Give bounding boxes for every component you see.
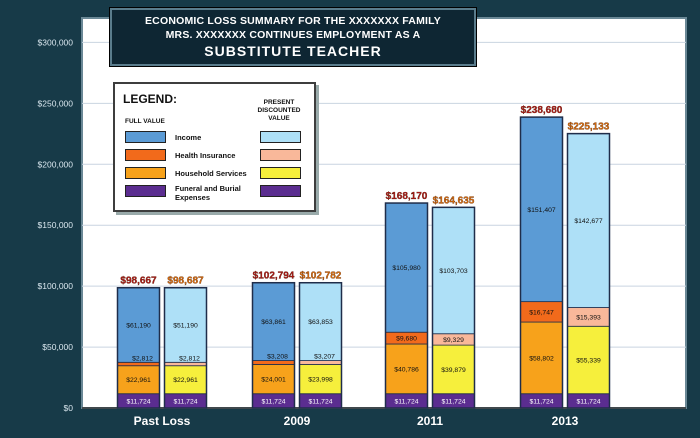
bar-segment-household-pv [164,365,207,395]
data-label-funeral: $11,724 [529,398,553,405]
data-label-total-full: $238,680 [521,105,563,116]
data-label-income: $51,190 [173,323,198,330]
data-label-total-full: $102,794 [253,271,295,282]
x-tick-label: 2013 [552,414,579,428]
data-label-income: $103,703 [439,268,468,275]
data-label-funeral: $11,724 [173,398,197,405]
legend-label: Funeral and Burial Expenses [175,184,241,202]
legend-swatch-pv [260,167,301,179]
data-label-income: $61,190 [126,323,151,330]
legend-swatch-full [125,131,166,143]
bar-segment-health-pv [299,360,342,365]
data-label-household: $55,339 [576,357,601,364]
title-line-2: MRS. XXXXXXX CONTINUES EMPLOYMENT AS A [165,29,421,41]
legend: LEGEND: FULL VALUE PRESENT DISCOUNTED VA… [113,82,316,212]
data-label-total-pv: $164,635 [433,195,475,206]
title-line-3: SUBSTITUTE TEACHER [204,43,382,59]
data-label-funeral: $11,724 [441,398,465,405]
data-label-health: $2,812 [179,355,200,362]
legend-label: Health Insurance [175,151,236,160]
bar-segment-income-full [385,202,428,333]
bar-segment-health-full [117,361,160,367]
data-label-health: $9,329 [443,337,464,344]
data-label-household: $58,802 [529,355,554,362]
legend-swatch-pv [260,149,301,161]
data-label-household: $22,961 [173,377,198,384]
data-label-household: $39,879 [441,367,466,374]
x-tick-label: 2011 [417,414,443,428]
bar-outline-full [519,116,564,409]
data-label-funeral: $11,724 [576,398,600,405]
y-tick-label: $150,000 [38,220,74,230]
legend-swatch-pv [260,131,301,143]
data-label-health: $2,812 [132,355,153,362]
data-label-household: $40,786 [394,366,419,373]
y-tick-label: $0 [64,403,74,413]
data-label-household: $23,998 [308,377,333,384]
data-label-health: $15,393 [576,314,601,321]
bar-outline-pv [163,286,208,409]
chart-title: ECONOMIC LOSS SUMMARY FOR THE XXXXXXX FA… [110,8,476,66]
data-label-funeral: $11,724 [394,398,418,405]
data-label-funeral: $11,724 [308,398,332,405]
x-tick-label: 2009 [284,414,311,428]
title-line-1: ECONOMIC LOSS SUMMARY FOR THE XXXXXXX FA… [144,15,442,27]
data-label-funeral: $11,724 [126,398,150,405]
y-tick-label: $200,000 [38,159,74,169]
data-label-total-pv: $98,687 [167,276,204,287]
y-tick-label: $250,000 [38,98,74,108]
legend-full-value-header: FULL VALUE [125,118,165,125]
data-label-income: $105,980 [392,265,421,272]
y-tick-label: $50,000 [42,342,73,352]
y-tick-label: $100,000 [38,281,74,291]
data-label-total-pv: $225,133 [568,122,610,133]
data-label-health: $16,747 [529,309,554,316]
bar-segment-household-full [385,343,428,395]
bar-segment-income-full [520,116,563,303]
bar-outline-full [384,202,429,409]
bar-segment-income-pv [567,133,610,308]
bar-segment-household-full [520,321,563,395]
x-tick-label: Past Loss [134,414,191,428]
data-label-income: $63,853 [308,319,333,326]
legend-swatch-full [125,149,166,161]
y-tick-label: $300,000 [38,37,74,47]
data-label-total-full: $98,667 [120,276,157,287]
legend-title: LEGEND: [123,92,177,106]
bar-segment-health-pv [164,361,207,367]
legend-swatch-full [125,185,166,197]
data-label-income: $63,861 [261,319,286,326]
legend-label: Income [175,133,202,142]
data-label-total-full: $168,170 [386,191,428,202]
data-label-health: $3,208 [267,354,288,361]
bar-outline-pv [566,132,611,409]
bar-segment-income-pv [299,282,342,361]
data-label-funeral: $11,724 [261,398,285,405]
bar-outline-pv [431,206,476,409]
bar-outline-pv [298,281,343,409]
data-label-health: $3,207 [314,354,335,361]
data-label-income: $151,407 [527,207,556,214]
bar-segment-income-pv [432,206,475,335]
data-label-household: $22,961 [126,377,151,384]
legend-present-value-header: PRESENT DISCOUNTED VALUE [257,99,301,122]
bar-outline-full [116,286,161,409]
bar-segment-health-full [252,360,295,365]
data-label-household: $24,001 [261,377,286,384]
legend-swatch-pv [260,185,301,197]
legend-swatch-full [125,167,166,179]
bar-outline-full [251,281,296,409]
data-label-income: $142,677 [574,218,603,225]
data-label-health: $9,680 [396,336,417,343]
data-label-total-pv: $102,782 [300,271,342,282]
legend-label: Household Services [175,169,247,178]
